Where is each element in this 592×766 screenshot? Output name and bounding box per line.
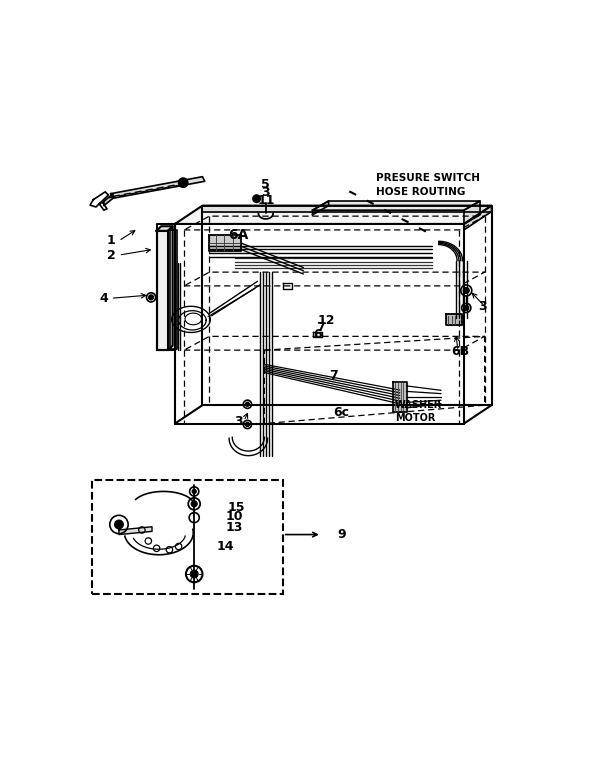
Polygon shape [446, 314, 462, 325]
Polygon shape [464, 201, 480, 224]
Polygon shape [313, 201, 329, 214]
Text: 11: 11 [258, 194, 275, 207]
Polygon shape [313, 201, 480, 210]
Text: 15: 15 [228, 500, 245, 513]
Circle shape [246, 402, 249, 406]
Circle shape [179, 178, 188, 187]
Circle shape [464, 288, 469, 293]
Circle shape [246, 423, 249, 427]
Polygon shape [156, 231, 168, 350]
Text: 12: 12 [317, 314, 334, 327]
Polygon shape [175, 205, 491, 224]
Circle shape [192, 489, 196, 493]
Text: PRESURE SWITCH
HOSE ROUTING: PRESURE SWITCH HOSE ROUTING [376, 173, 480, 197]
Circle shape [191, 571, 198, 578]
Bar [92, 480, 283, 594]
Text: 6B: 6B [451, 345, 469, 358]
Text: 2: 2 [107, 249, 116, 262]
Circle shape [181, 180, 185, 185]
Polygon shape [464, 205, 491, 230]
Text: 10: 10 [226, 509, 243, 522]
Text: 13: 13 [226, 521, 243, 534]
Text: 1: 1 [107, 234, 116, 247]
Text: 6c: 6c [333, 407, 349, 420]
Polygon shape [168, 226, 173, 350]
Circle shape [149, 295, 153, 300]
Polygon shape [119, 527, 152, 535]
Text: 6A: 6A [228, 228, 248, 241]
Polygon shape [104, 194, 113, 205]
Polygon shape [393, 382, 407, 412]
Polygon shape [202, 205, 491, 211]
Polygon shape [111, 177, 205, 198]
Text: 7: 7 [329, 369, 337, 382]
Text: 9: 9 [338, 528, 346, 541]
Text: 7: 7 [316, 321, 324, 334]
Text: 3: 3 [478, 300, 487, 313]
Text: 3: 3 [234, 414, 243, 427]
Polygon shape [156, 226, 173, 231]
Circle shape [115, 520, 123, 529]
Polygon shape [170, 230, 177, 349]
Circle shape [464, 306, 469, 310]
Text: 3: 3 [261, 186, 270, 199]
Text: 6: 6 [314, 328, 322, 341]
Circle shape [191, 501, 197, 506]
Text: WASHER
MOTOR: WASHER MOTOR [395, 400, 442, 423]
Text: 14: 14 [216, 540, 234, 553]
Circle shape [253, 195, 260, 202]
Polygon shape [210, 235, 242, 251]
Text: 5: 5 [261, 178, 270, 192]
Text: 4: 4 [99, 292, 108, 305]
